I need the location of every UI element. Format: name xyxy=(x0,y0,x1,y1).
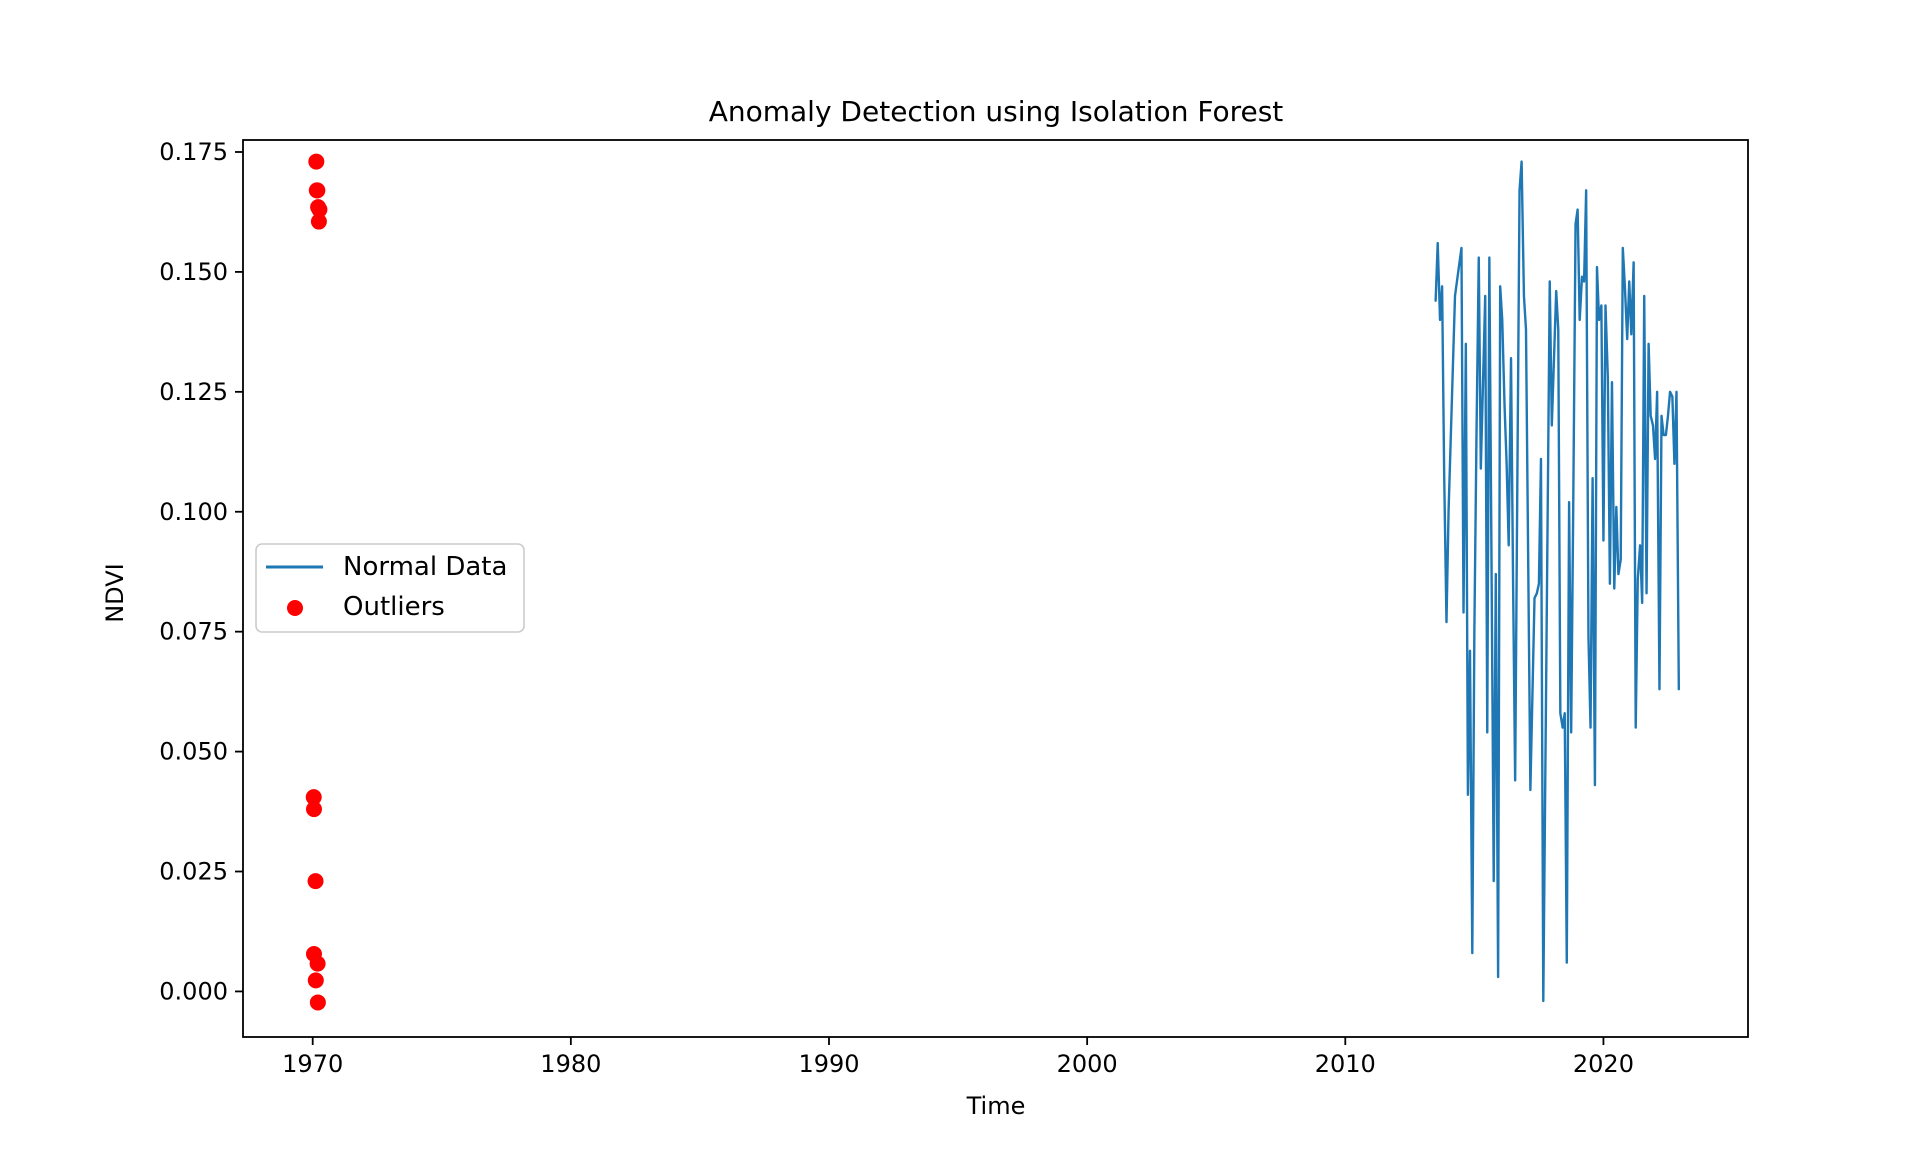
legend-label-outliers: Outliers xyxy=(343,592,445,622)
x-axis-label: Time xyxy=(966,1092,1026,1120)
x-tick-label: 2000 xyxy=(1057,1050,1118,1078)
y-tick-label: 0.125 xyxy=(159,378,228,406)
series-layer xyxy=(305,153,1681,1011)
outlier-point xyxy=(305,789,322,806)
legend: Normal Data Outliers xyxy=(255,543,525,633)
outlier-point xyxy=(307,873,324,890)
y-tick-label: 0.000 xyxy=(159,977,228,1005)
y-axis-label: NDVI xyxy=(101,563,129,623)
outlier-point xyxy=(311,201,328,218)
y-tick-label: 0.150 xyxy=(159,258,228,286)
outlier-point xyxy=(308,153,325,170)
chart-title: Anomaly Detection using Isolation Forest xyxy=(709,95,1284,128)
y-tick-label: 0.175 xyxy=(159,138,228,166)
outlier-point xyxy=(310,213,327,230)
x-axis: 1970 1980 1990 2000 2010 2020 xyxy=(282,1037,1634,1078)
y-tick-label: 0.100 xyxy=(159,498,228,526)
x-tick-label: 1980 xyxy=(540,1050,601,1078)
legend-swatch-dot xyxy=(287,600,303,616)
y-tick-label: 0.025 xyxy=(159,858,228,886)
outlier-point xyxy=(307,972,324,989)
outlier-point xyxy=(309,955,326,972)
outlier-point xyxy=(305,801,322,818)
plot-area xyxy=(242,139,1749,1038)
y-tick-label: 0.050 xyxy=(159,738,228,766)
outlier-point xyxy=(309,994,326,1011)
y-axis: 0.000 0.025 0.050 0.075 0.100 0.125 0.150 0.175 xyxy=(159,138,243,1005)
outlier-point xyxy=(309,182,326,199)
x-tick-label: 2010 xyxy=(1315,1050,1376,1078)
plot-frame xyxy=(242,139,1749,1038)
x-tick-label: 2020 xyxy=(1573,1050,1634,1078)
x-tick-label: 1970 xyxy=(282,1050,343,1078)
x-tick-label: 1990 xyxy=(798,1050,859,1078)
legend-label-normal-data: Normal Data xyxy=(343,552,507,582)
normal-data-line xyxy=(1434,160,1681,1003)
y-tick-label: 0.075 xyxy=(159,618,228,646)
